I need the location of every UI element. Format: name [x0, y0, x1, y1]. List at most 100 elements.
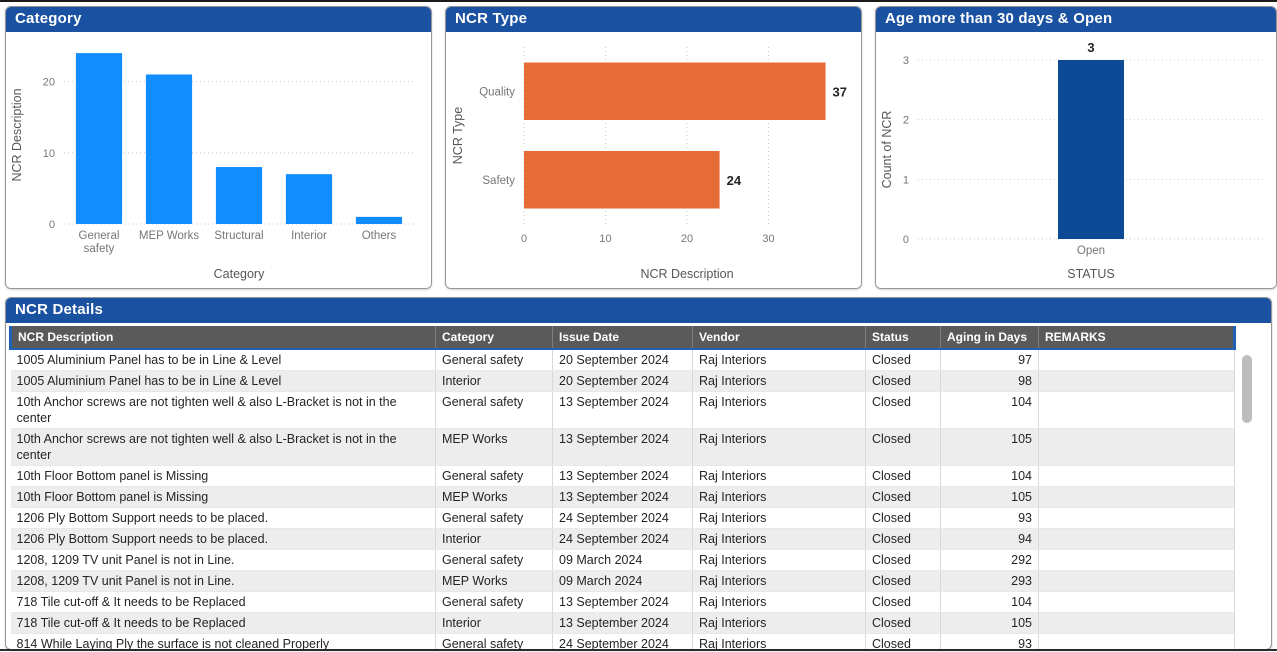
cell-aging-in-days: 292 — [940, 549, 1039, 571]
bar-mep-works[interactable] — [145, 74, 193, 224]
cell-status: Closed — [865, 612, 941, 634]
ncr-type-chart-title: NCR Type — [446, 7, 861, 32]
table-row[interactable]: 718 Tile cut-off & It needs to be Replac… — [10, 612, 1235, 634]
chart-canvas: 0 1 2 3 3 Open STATUS Count of NCR — [880, 40, 1264, 281]
table-row[interactable]: 10th Anchor screws are not tighten well … — [10, 391, 1235, 429]
y-category-label: Quality — [479, 86, 515, 98]
table-row[interactable]: 1208, 1209 TV unit Panel is not in Line.… — [10, 549, 1235, 571]
cell-ncr-description: 718 Tile cut-off & It needs to be Replac… — [10, 612, 436, 634]
x-axis-title: Category — [214, 267, 265, 281]
cell-aging-in-days: 93 — [940, 507, 1039, 529]
y-tick-label: 0 — [903, 234, 909, 246]
cell-ncr-description: 814 While Laying Ply the surface is not … — [10, 633, 436, 649]
bar-safety[interactable] — [524, 150, 720, 209]
bar-others[interactable] — [355, 216, 403, 224]
table-row[interactable]: 1005 Aluminium Panel has to be in Line &… — [10, 370, 1235, 392]
y-tick-label: 20 — [43, 77, 55, 89]
cell-ncr-description: 1005 Aluminium Panel has to be in Line &… — [10, 370, 436, 392]
category-chart-title: Category — [6, 7, 431, 32]
cell-status: Closed — [865, 486, 941, 508]
cell-remarks — [1038, 391, 1235, 429]
table-row[interactable]: 1206 Ply Bottom Support needs to be plac… — [10, 528, 1235, 550]
cell-vendor: Raj Interiors — [692, 549, 866, 571]
x-category-label: Interior — [291, 230, 327, 242]
cell-ncr-description: 1208, 1209 TV unit Panel is not in Line. — [10, 570, 436, 592]
cell-remarks — [1038, 370, 1235, 392]
y-axis-title: NCR Description — [10, 88, 24, 181]
ncr-details-title: NCR Details — [6, 298, 1271, 323]
cell-category: MEP Works — [435, 428, 553, 466]
bar-quality[interactable] — [524, 62, 826, 121]
table-row[interactable]: 1005 Aluminium Panel has to be in Line &… — [10, 349, 1235, 371]
cell-status: Closed — [865, 391, 941, 429]
cell-vendor: Raj Interiors — [692, 591, 866, 613]
cell-aging-in-days: 104 — [940, 591, 1039, 613]
cell-remarks — [1038, 633, 1235, 649]
cell-aging-in-days: 98 — [940, 370, 1039, 392]
y-axis-title: Count of NCR — [880, 111, 894, 189]
cell-ncr-description: 1206 Ply Bottom Support needs to be plac… — [10, 528, 436, 550]
column-header-issue-date[interactable]: Issue Date — [552, 326, 693, 350]
cell-status: Closed — [865, 465, 941, 487]
cell-category: General safety — [435, 549, 553, 571]
cell-aging-in-days: 105 — [940, 486, 1039, 508]
cell-aging-in-days: 105 — [940, 428, 1039, 466]
x-tick-label: 0 — [521, 233, 527, 245]
age-bar-chart[interactable]: 0 1 2 3 3 Open STATUS Count of NCR — [876, 32, 1276, 288]
cell-category: MEP Works — [435, 486, 553, 508]
cell-status: Closed — [865, 370, 941, 392]
category-bar-chart[interactable]: 0 10 20 General safety MEP Works Structural Int… — [6, 32, 431, 288]
table-row[interactable]: 1206 Ply Bottom Support needs to be plac… — [10, 507, 1235, 529]
x-category-label: safety — [84, 243, 115, 255]
cell-vendor: Raj Interiors — [692, 349, 866, 371]
cell-remarks — [1038, 612, 1235, 634]
table-row[interactable]: 814 While Laying Ply the surface is not … — [10, 633, 1235, 649]
age-chart-title: Age more than 30 days & Open — [876, 7, 1276, 32]
bar-open[interactable] — [1058, 60, 1124, 239]
y-axis-title: NCR Type — [451, 107, 465, 164]
cell-vendor: Raj Interiors — [692, 391, 866, 429]
bar-general-safety[interactable] — [75, 53, 123, 225]
y-tick-label: 10 — [43, 148, 55, 160]
column-header-category[interactable]: Category — [435, 326, 553, 350]
cell-issue-date: 13 September 2024 — [552, 591, 693, 613]
cell-issue-date: 13 September 2024 — [552, 391, 693, 429]
cell-category: General safety — [435, 391, 553, 429]
column-header-ncr-description[interactable]: NCR Description — [9, 326, 436, 350]
bar-interior[interactable] — [285, 174, 333, 224]
table-row[interactable]: 10th Floor Bottom panel is Missing Genera… — [10, 465, 1235, 487]
age-chart-panel: Age more than 30 days & Open 0 1 2 3 3 Open ST… — [875, 6, 1277, 289]
cell-status: Closed — [865, 549, 941, 571]
cell-status: Closed — [865, 428, 941, 466]
cell-vendor: Raj Interiors — [692, 465, 866, 487]
cell-remarks — [1038, 570, 1235, 592]
table-row[interactable]: 10th Floor Bottom panel is Missing MEP Wo… — [10, 486, 1235, 508]
table-row[interactable]: 10th Anchor screws are not tighten well … — [10, 428, 1235, 466]
cell-category: General safety — [435, 633, 553, 649]
cell-status: Closed — [865, 570, 941, 592]
column-header-vendor[interactable]: Vendor — [692, 326, 866, 350]
x-tick-label: 20 — [681, 233, 693, 245]
cell-aging-in-days: 105 — [940, 612, 1039, 634]
y-category-label: Safety — [482, 175, 515, 187]
cell-category: Interior — [435, 612, 553, 634]
column-header-status[interactable]: Status — [865, 326, 941, 350]
cell-category: General safety — [435, 507, 553, 529]
cell-remarks — [1038, 486, 1235, 508]
cell-ncr-description: 10th Floor Bottom panel is Missing — [10, 465, 436, 487]
cell-remarks — [1038, 549, 1235, 571]
cell-aging-in-days: 293 — [940, 570, 1039, 592]
x-tick-label: 30 — [762, 233, 774, 245]
table-scrollbar-thumb[interactable] — [1242, 355, 1252, 423]
table-row[interactable]: 718 Tile cut-off & It needs to be Replac… — [10, 591, 1235, 613]
cell-category: MEP Works — [435, 570, 553, 592]
x-category-label: Open — [1077, 245, 1105, 257]
column-header-remarks[interactable]: REMARKS — [1038, 326, 1236, 350]
cell-vendor: Raj Interiors — [692, 570, 866, 592]
ncr-type-bar-chart[interactable]: 0 10 20 30 Quality 37 Safety 24 NCR Description N… — [446, 32, 861, 288]
bar-structural[interactable] — [215, 167, 263, 224]
cell-issue-date: 24 September 2024 — [552, 507, 693, 529]
column-header-aging-in-days[interactable]: Aging in Days — [940, 326, 1039, 350]
table-row[interactable]: 1208, 1209 TV unit Panel is not in Line.… — [10, 570, 1235, 592]
window-edge-top — [0, 0, 1277, 2]
